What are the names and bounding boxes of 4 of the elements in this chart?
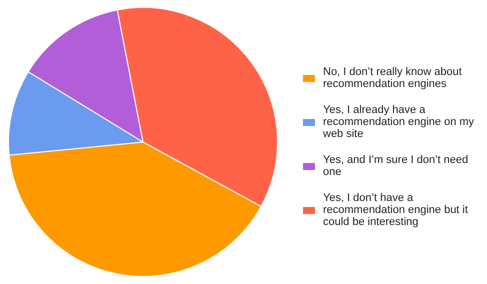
legend-label: Yes, and I’m sure I don’t need one — [323, 154, 470, 178]
legend-label: Yes, I already have a recommendation engine on my web site — [323, 104, 476, 140]
legend-label: No, I don’t really know about recommendation engines — [323, 66, 463, 90]
legend-label: Yes, I don’t have a recommendation engine but it could be interesting — [323, 192, 469, 228]
